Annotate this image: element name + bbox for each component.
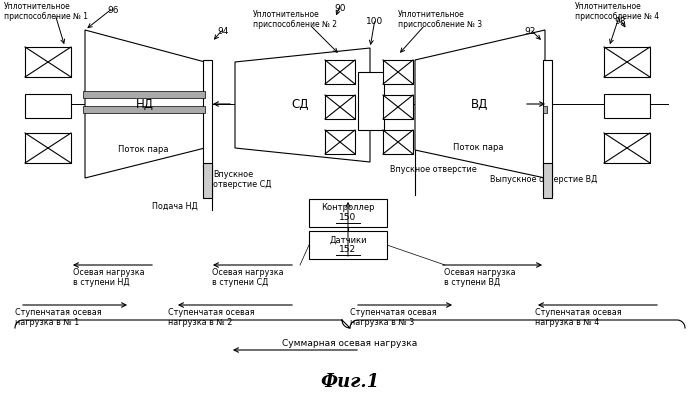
Text: Поток пара: Поток пара xyxy=(118,146,168,154)
Bar xyxy=(543,106,547,113)
Bar xyxy=(604,133,650,163)
Text: 100: 100 xyxy=(366,17,384,26)
Bar xyxy=(325,130,355,154)
Bar xyxy=(25,133,71,163)
Text: Датчики: Датчики xyxy=(329,236,367,244)
Bar xyxy=(83,91,205,98)
Text: Ступенчатая осевая
нагрузка в № 3: Ступенчатая осевая нагрузка в № 3 xyxy=(350,308,437,328)
Text: Выпускное отверстие ВД: Выпускное отверстие ВД xyxy=(490,175,597,184)
Text: Подача НД: Подача НД xyxy=(152,202,198,211)
Bar xyxy=(383,60,413,84)
Text: Ступенчатая осевая
нагрузка в № 4: Ступенчатая осевая нагрузка в № 4 xyxy=(535,308,622,328)
Text: Уплотнительное
приспособление № 1: Уплотнительное приспособление № 1 xyxy=(4,2,88,21)
Bar xyxy=(383,130,413,154)
Bar xyxy=(325,95,355,119)
Bar xyxy=(203,60,212,168)
Bar xyxy=(383,95,413,119)
Bar xyxy=(203,163,212,198)
Bar xyxy=(325,60,355,84)
Text: Уплотнительное
приспособление № 2: Уплотнительное приспособление № 2 xyxy=(253,10,337,29)
Text: НД: НД xyxy=(136,98,154,111)
Text: СД: СД xyxy=(291,98,309,111)
Text: ВД: ВД xyxy=(471,98,489,111)
Text: 150: 150 xyxy=(340,213,356,222)
Text: Впускное
отверстие СД: Впускное отверстие СД xyxy=(213,170,272,189)
Bar xyxy=(25,94,71,118)
Bar xyxy=(543,60,552,168)
Text: Фиг.1: Фиг.1 xyxy=(321,373,379,391)
Text: Уплотнительное
приспособление № 4: Уплотнительное приспособление № 4 xyxy=(575,2,659,21)
Text: Суммарная осевая нагрузка: Суммарная осевая нагрузка xyxy=(282,339,418,349)
Bar xyxy=(358,72,384,130)
Bar xyxy=(25,47,71,77)
Bar xyxy=(83,106,205,113)
Polygon shape xyxy=(415,30,545,178)
Bar xyxy=(604,94,650,118)
Bar xyxy=(309,231,387,259)
Text: Уплотнительное
приспособление № 3: Уплотнительное приспособление № 3 xyxy=(398,10,482,29)
Bar xyxy=(309,199,387,227)
Text: 152: 152 xyxy=(340,246,356,254)
Text: 92: 92 xyxy=(524,27,536,36)
Text: Поток пара: Поток пара xyxy=(453,144,503,152)
Text: Осевая нагрузка
в ступени НД: Осевая нагрузка в ступени НД xyxy=(73,268,145,287)
Polygon shape xyxy=(85,30,205,178)
Text: Осевая нагрузка
в ступени ВД: Осевая нагрузка в ступени ВД xyxy=(444,268,516,287)
Bar xyxy=(604,47,650,77)
Text: 98: 98 xyxy=(615,17,626,26)
Text: Ступенчатая осевая
нагрузка в № 2: Ступенчатая осевая нагрузка в № 2 xyxy=(168,308,255,328)
Text: 96: 96 xyxy=(107,6,119,15)
Polygon shape xyxy=(235,48,370,162)
Text: Осевая нагрузка
в ступени СД: Осевая нагрузка в ступени СД xyxy=(212,268,284,287)
Text: Контроллер: Контроллер xyxy=(321,203,374,213)
Text: 90: 90 xyxy=(335,4,346,13)
Text: Ступенчатая осевая
нагрузка в № 1: Ступенчатая осевая нагрузка в № 1 xyxy=(15,308,101,328)
Text: Впускное отверстие: Впускное отверстие xyxy=(390,165,477,174)
Bar xyxy=(543,163,552,198)
Text: 94: 94 xyxy=(217,27,229,36)
